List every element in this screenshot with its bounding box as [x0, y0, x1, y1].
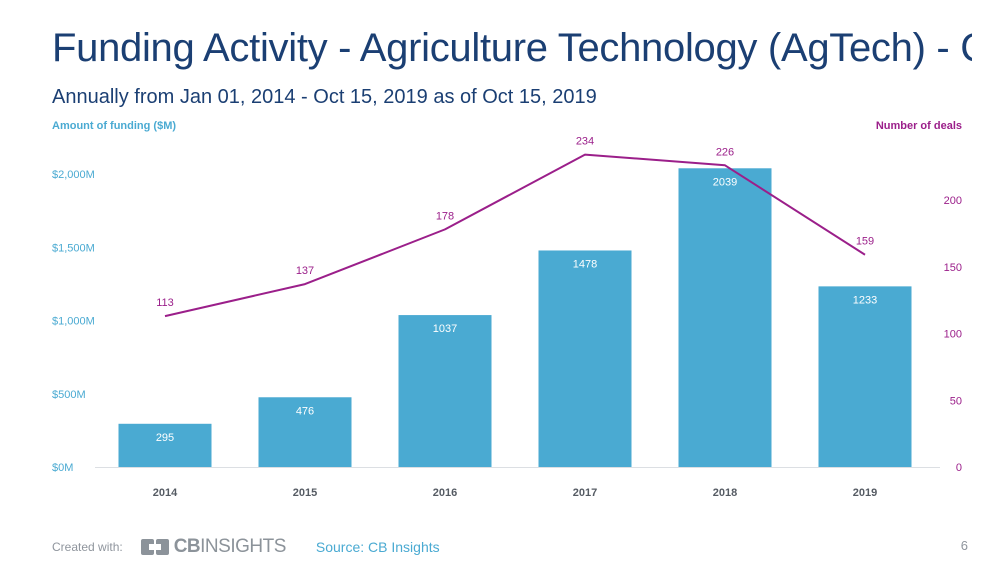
bar-value-label: 2039: [713, 176, 737, 188]
bar: [818, 286, 912, 467]
chart-subtitle: Annually from Jan 01, 2014 - Oct 15, 201…: [52, 86, 597, 108]
right-axis-title: Number of deals: [875, 120, 962, 132]
x-axis-tick-label: 2016: [433, 487, 457, 499]
x-axis-tick-label: 2015: [293, 487, 317, 499]
left-axis-tick-label: $1,000M: [52, 316, 95, 328]
bar-value-label: 1478: [573, 258, 597, 270]
left-axis-tick-label: $1,500M: [52, 242, 95, 254]
line-value-label: 159: [856, 236, 874, 248]
x-axis-tick-label: 2017: [573, 487, 597, 499]
line-value-label: 234: [576, 136, 594, 148]
right-axis-tick-label: 0: [956, 462, 962, 474]
line-value-label: 113: [156, 297, 174, 309]
bar-value-label: 295: [156, 432, 174, 444]
bar-value-label: 1037: [433, 323, 457, 335]
bar: [678, 168, 772, 467]
line-value-label: 137: [296, 265, 314, 277]
line-value-label: 226: [716, 146, 734, 158]
x-axis-tick-label: 2018: [713, 487, 737, 499]
right-axis-tick-label: 100: [944, 329, 962, 341]
created-with-label: Created with:: [52, 540, 123, 554]
bar: [258, 397, 352, 467]
footer: Created with: CBINSIGHTS Source: CB Insi…: [52, 536, 440, 558]
logo-text-rest: INSIGHTS: [200, 536, 286, 557]
left-axis-tick-label: $500M: [52, 389, 86, 401]
bar: [538, 250, 632, 467]
bar: [118, 423, 212, 467]
logo-text-bold: CB: [173, 536, 201, 557]
cb-insights-logo: CBINSIGHTS: [140, 536, 286, 558]
x-axis-tick-label: 2019: [853, 487, 877, 499]
page-number: 6: [960, 538, 968, 553]
line-value-label: 178: [436, 210, 454, 222]
cb-insights-logo-icon: [140, 539, 169, 555]
bar-value-label: 1233: [853, 294, 877, 306]
deals-line: [164, 153, 866, 318]
right-axis-tick-label: 200: [944, 195, 962, 207]
x-axis-tick-label: 2014: [153, 487, 178, 499]
bar-value-label: 476: [296, 405, 314, 417]
right-axis-tick-label: 50: [950, 395, 962, 407]
bar: [398, 315, 492, 467]
left-axis-title: Amount of funding ($M): [52, 120, 177, 132]
chart-title: Funding Activity - Agriculture Technolog…: [52, 26, 972, 70]
left-axis-tick-label: $0M: [52, 462, 73, 474]
source-label: Source: CB Insights: [315, 539, 440, 555]
right-axis-tick-label: 150: [944, 262, 962, 274]
left-axis-tick-label: $2,000M: [52, 169, 95, 181]
